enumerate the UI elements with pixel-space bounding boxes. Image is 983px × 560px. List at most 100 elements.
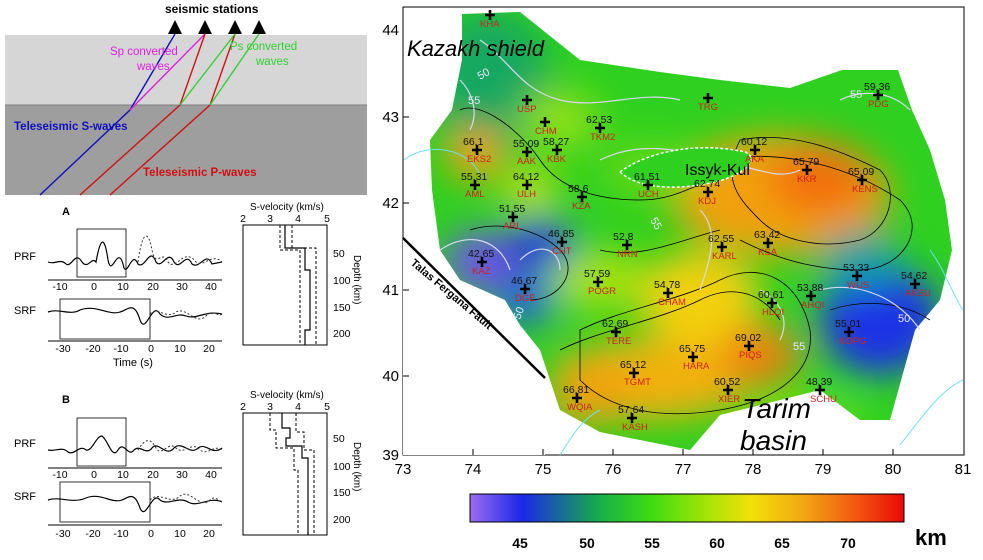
station-kkr: KKR 65.79: [793, 156, 819, 185]
station-cross-icon: [643, 180, 653, 190]
colorbar: 45 50 55 60 65 70 km: [469, 493, 947, 551]
tick: 43: [382, 109, 399, 126]
station-cham: CHAM 54.78: [654, 279, 686, 308]
lon-ticks: 73 74 75 76 77 78 79 80 81: [395, 461, 972, 478]
station-hara: HARA 65.75: [679, 343, 710, 372]
station-code: WQIA: [567, 402, 593, 413]
station-cross-icon: [485, 10, 495, 20]
station-cross-icon: [750, 145, 760, 155]
issyk-kul-lake: [618, 147, 752, 188]
station-code: KASH: [622, 422, 648, 433]
station-code: TRG: [698, 102, 718, 113]
station-cross-icon: [522, 95, 532, 105]
ps-label-1: Ps converted: [230, 41, 297, 53]
station-depth-value: 59.36: [864, 81, 890, 93]
ps-converted-ray-2: [209, 33, 260, 106]
sp-label-2: waves: [136, 61, 170, 73]
station-uch: UCH 61.51: [634, 171, 660, 200]
station-kdj: KDJ 62.74: [694, 178, 720, 207]
station-aak: AAK 55.09: [513, 138, 539, 167]
tick: 3: [267, 401, 273, 413]
tick: 76: [605, 461, 622, 478]
panel-a-srf-dotted: [149, 310, 223, 320]
basin-label: basin: [740, 425, 807, 456]
tick: 150: [333, 487, 351, 499]
station-chm: CHM: [535, 117, 557, 137]
panel-a-label: A: [62, 206, 70, 218]
station-code: AKA: [745, 154, 765, 165]
station-code: CHM: [535, 126, 557, 137]
station-depth-value: 51.55: [499, 203, 525, 215]
panel-a-prf-trace: [47, 241, 223, 270]
station-triangle-1: [168, 20, 182, 34]
station-depth-value: 63.42: [754, 229, 780, 241]
panel-b-label: B: [62, 394, 70, 406]
tick: -10: [52, 469, 67, 481]
station-cross-icon: [844, 327, 854, 337]
panel-a-time-label: Time (s): [113, 357, 153, 369]
panel-b-vel-model: [281, 413, 309, 535]
station-depth-value: 62.74: [694, 178, 720, 190]
station-cross-icon: [723, 385, 733, 395]
station-kbk: KBK 58.27: [543, 136, 569, 165]
station-depth-value: 64.12: [513, 171, 539, 183]
tick: 150: [333, 302, 351, 314]
station-cross-icon: [802, 165, 812, 175]
station-cross-icon: [767, 298, 777, 308]
tick: 0: [148, 528, 154, 540]
station-code: EKS2: [467, 154, 491, 165]
panel-a-depth-label: Depth (km): [351, 255, 362, 304]
panel-a-depth-ticks: 50 100 150 200: [333, 248, 351, 340]
station-depth-value: 46.85: [548, 228, 574, 240]
panel-b-prf-ticks: -10 0 10 20 30 40: [52, 469, 217, 481]
map-panel: KHA USP CHM TKM2 62.53 TRG PDG 59.36 EKS2 66.1 AAK…: [382, 6, 972, 478]
station-cht: CHT 46.85: [548, 228, 574, 257]
station-code: UCH: [638, 189, 659, 200]
station-ulh: ULH 64.12: [513, 171, 539, 200]
frame-tickmarks: [403, 116, 894, 455]
tick: 50: [333, 433, 345, 445]
kazakh-shield-label: Kazakh shield: [407, 36, 545, 61]
station-code: USP: [517, 104, 537, 115]
station-code: KHA: [480, 19, 500, 30]
station-cross-icon: [577, 192, 587, 202]
tick: 74: [465, 461, 482, 478]
tick: 10: [117, 281, 129, 293]
contour-label: 50: [512, 305, 527, 321]
station-code: TERE: [606, 336, 631, 347]
station-code: SCHU: [810, 394, 837, 405]
station-cross-icon: [763, 238, 773, 248]
station-piqs: PIQS 69.02: [735, 332, 762, 361]
panel-b-srf-window: [59, 481, 151, 523]
tick: 44: [382, 22, 399, 39]
station-pogr: POGR 57.59: [584, 268, 616, 297]
tick: 20: [147, 469, 159, 481]
rivers: [403, 148, 964, 456]
station-markers: KHA USP CHM TKM2 62.53 TRG PDG 59.36 EKS2 66.1 AAK…: [461, 10, 931, 433]
tick: 55: [644, 535, 660, 551]
station-code: KARL: [712, 251, 737, 262]
station-karl: KARL 62.55: [708, 233, 737, 262]
station-cross-icon: [857, 175, 867, 185]
station-code: KSA: [758, 247, 778, 258]
contour-label: 55: [778, 436, 790, 448]
station-depth-value: 65.09: [848, 166, 874, 178]
station-wus: WUS 53.33: [843, 262, 869, 291]
tick: 73: [395, 461, 412, 478]
tick: 0: [91, 281, 97, 293]
station-depth-value: 54.62: [901, 270, 927, 282]
station-code: DGE: [515, 293, 536, 304]
tick: 40: [205, 281, 217, 293]
station-code: CHT: [552, 246, 572, 257]
panel-a-vel-title: S-velocity (km/s): [250, 202, 324, 213]
station-cross-icon: [508, 212, 518, 222]
panel-a-srf-label: SRF: [14, 305, 36, 317]
tick: 100: [333, 275, 351, 287]
station-code: KDJ: [698, 196, 716, 207]
tick: 10: [174, 343, 186, 355]
tick: -30: [55, 528, 70, 540]
station-aka: AKA 60.12: [741, 136, 767, 165]
station-cross-icon: [703, 187, 713, 197]
sp-converted-ray: [129, 33, 206, 111]
